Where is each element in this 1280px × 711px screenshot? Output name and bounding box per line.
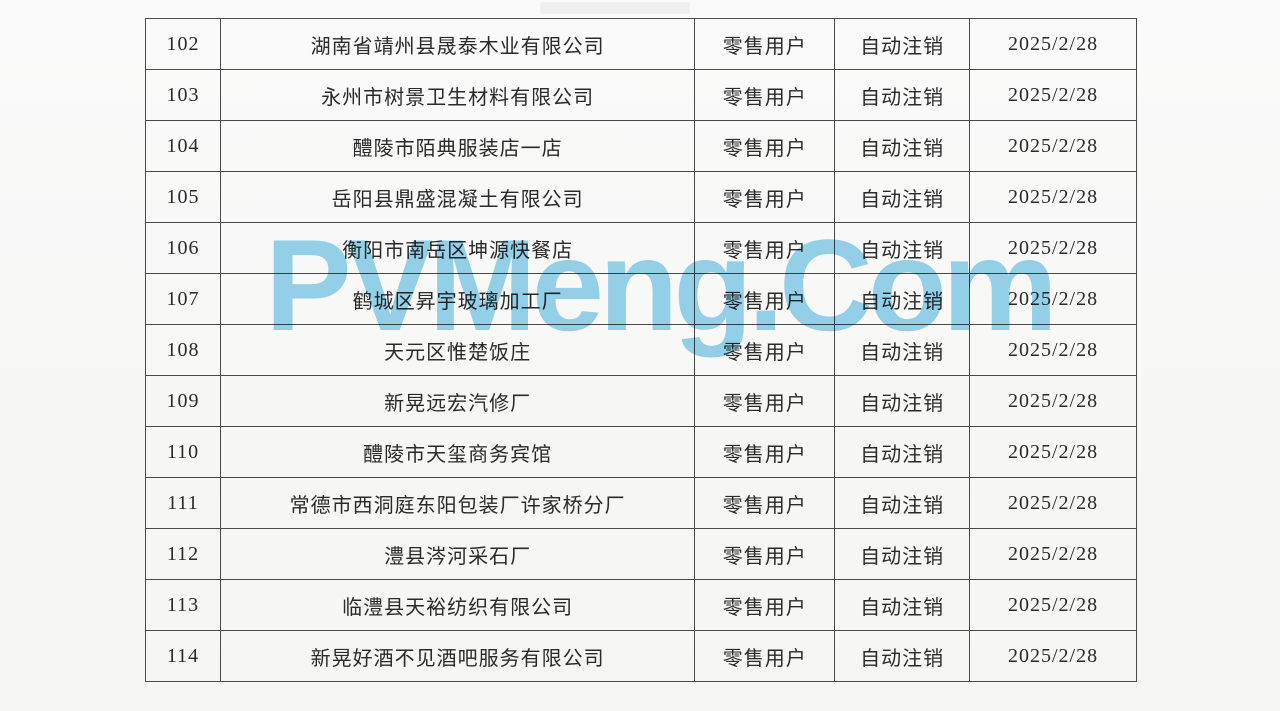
cell-index: 103	[146, 70, 221, 121]
cell-name: 新晃好酒不见酒吧服务有限公司	[220, 631, 694, 682]
cell-status: 自动注销	[835, 70, 970, 121]
cell-date: 2025/2/28	[970, 478, 1137, 529]
cell-status: 自动注销	[835, 274, 970, 325]
table-row: 114 新晃好酒不见酒吧服务有限公司 零售用户 自动注销 2025/2/28	[146, 631, 1137, 682]
cell-date: 2025/2/28	[970, 70, 1137, 121]
scan-artifact	[540, 2, 690, 14]
page-container: 102 湖南省靖州县晟泰木业有限公司 零售用户 自动注销 2025/2/28 1…	[0, 0, 1280, 711]
cell-status: 自动注销	[835, 19, 970, 70]
table-row: 105 岳阳县鼎盛混凝土有限公司 零售用户 自动注销 2025/2/28	[146, 172, 1137, 223]
cell-name: 醴陵市陌典服装店一店	[220, 121, 694, 172]
cell-name: 鹤城区昇宇玻璃加工厂	[220, 274, 694, 325]
table-row: 111 常德市西洞庭东阳包装厂许家桥分厂 零售用户 自动注销 2025/2/28	[146, 478, 1137, 529]
cell-date: 2025/2/28	[970, 274, 1137, 325]
cell-date: 2025/2/28	[970, 172, 1137, 223]
cell-index: 108	[146, 325, 221, 376]
cell-date: 2025/2/28	[970, 631, 1137, 682]
cell-name: 天元区惟楚饭庄	[220, 325, 694, 376]
cell-name: 岳阳县鼎盛混凝土有限公司	[220, 172, 694, 223]
cell-name: 常德市西洞庭东阳包装厂许家桥分厂	[220, 478, 694, 529]
table-row: 103 永州市树景卫生材料有限公司 零售用户 自动注销 2025/2/28	[146, 70, 1137, 121]
cell-index: 111	[146, 478, 221, 529]
cell-status: 自动注销	[835, 376, 970, 427]
cell-type: 零售用户	[695, 631, 835, 682]
cell-type: 零售用户	[695, 223, 835, 274]
cell-index: 104	[146, 121, 221, 172]
cell-status: 自动注销	[835, 172, 970, 223]
cell-type: 零售用户	[695, 172, 835, 223]
cell-type: 零售用户	[695, 19, 835, 70]
cell-status: 自动注销	[835, 631, 970, 682]
cell-index: 107	[146, 274, 221, 325]
table-row: 104 醴陵市陌典服装店一店 零售用户 自动注销 2025/2/28	[146, 121, 1137, 172]
cell-date: 2025/2/28	[970, 529, 1137, 580]
data-table-wrapper: 102 湖南省靖州县晟泰木业有限公司 零售用户 自动注销 2025/2/28 1…	[145, 18, 1137, 682]
cell-date: 2025/2/28	[970, 19, 1137, 70]
cell-name: 醴陵市天玺商务宾馆	[220, 427, 694, 478]
table-row: 106 衡阳市南岳区坤源快餐店 零售用户 自动注销 2025/2/28	[146, 223, 1137, 274]
table-row: 108 天元区惟楚饭庄 零售用户 自动注销 2025/2/28	[146, 325, 1137, 376]
cell-date: 2025/2/28	[970, 580, 1137, 631]
cell-index: 109	[146, 376, 221, 427]
cell-name: 衡阳市南岳区坤源快餐店	[220, 223, 694, 274]
cell-name: 澧县涔河采石厂	[220, 529, 694, 580]
table-row: 102 湖南省靖州县晟泰木业有限公司 零售用户 自动注销 2025/2/28	[146, 19, 1137, 70]
cell-index: 110	[146, 427, 221, 478]
cell-date: 2025/2/28	[970, 376, 1137, 427]
cell-index: 112	[146, 529, 221, 580]
cell-type: 零售用户	[695, 121, 835, 172]
table-row: 109 新晃远宏汽修厂 零售用户 自动注销 2025/2/28	[146, 376, 1137, 427]
cell-index: 102	[146, 19, 221, 70]
cell-index: 114	[146, 631, 221, 682]
cell-status: 自动注销	[835, 427, 970, 478]
cell-date: 2025/2/28	[970, 223, 1137, 274]
table-row: 107 鹤城区昇宇玻璃加工厂 零售用户 自动注销 2025/2/28	[146, 274, 1137, 325]
cell-type: 零售用户	[695, 529, 835, 580]
cell-date: 2025/2/28	[970, 427, 1137, 478]
cell-status: 自动注销	[835, 223, 970, 274]
cell-type: 零售用户	[695, 580, 835, 631]
cell-status: 自动注销	[835, 529, 970, 580]
cell-type: 零售用户	[695, 325, 835, 376]
table-row: 112 澧县涔河采石厂 零售用户 自动注销 2025/2/28	[146, 529, 1137, 580]
table-body: 102 湖南省靖州县晟泰木业有限公司 零售用户 自动注销 2025/2/28 1…	[146, 19, 1137, 682]
cell-status: 自动注销	[835, 478, 970, 529]
cell-status: 自动注销	[835, 121, 970, 172]
cell-date: 2025/2/28	[970, 325, 1137, 376]
cell-type: 零售用户	[695, 427, 835, 478]
cell-index: 106	[146, 223, 221, 274]
cell-type: 零售用户	[695, 70, 835, 121]
cell-index: 113	[146, 580, 221, 631]
cell-index: 105	[146, 172, 221, 223]
cell-type: 零售用户	[695, 274, 835, 325]
cell-name: 永州市树景卫生材料有限公司	[220, 70, 694, 121]
cell-type: 零售用户	[695, 376, 835, 427]
cell-name: 新晃远宏汽修厂	[220, 376, 694, 427]
cell-status: 自动注销	[835, 580, 970, 631]
cell-status: 自动注销	[835, 325, 970, 376]
cell-name: 湖南省靖州县晟泰木业有限公司	[220, 19, 694, 70]
data-table: 102 湖南省靖州县晟泰木业有限公司 零售用户 自动注销 2025/2/28 1…	[145, 18, 1137, 682]
cell-name: 临澧县天裕纺织有限公司	[220, 580, 694, 631]
table-row: 110 醴陵市天玺商务宾馆 零售用户 自动注销 2025/2/28	[146, 427, 1137, 478]
cell-date: 2025/2/28	[970, 121, 1137, 172]
cell-type: 零售用户	[695, 478, 835, 529]
table-row: 113 临澧县天裕纺织有限公司 零售用户 自动注销 2025/2/28	[146, 580, 1137, 631]
